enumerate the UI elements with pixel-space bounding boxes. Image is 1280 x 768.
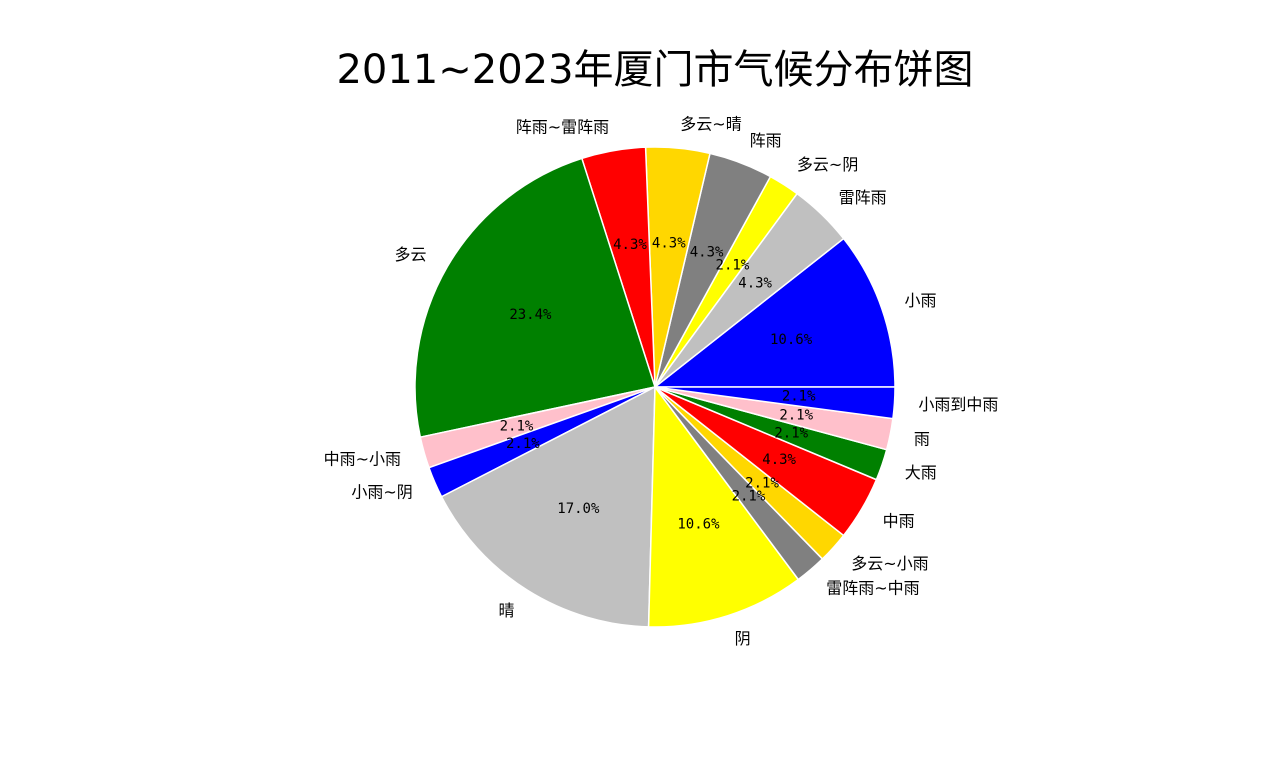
pie-slice xyxy=(654,386,896,420)
pie-percent-label: 4.3% xyxy=(762,452,796,468)
pie-percent-label: 2.1% xyxy=(745,475,779,491)
pie-percent-label: 2.1% xyxy=(506,436,540,452)
pie-percent-label: 17.0% xyxy=(557,501,600,517)
pie-slice-label: 中雨 xyxy=(883,511,915,530)
pie-percent-label: 4.3% xyxy=(652,236,686,252)
pie-percent-label: 2.1% xyxy=(779,407,813,423)
pie-slice-label: 阵雨~雷阵雨 xyxy=(516,118,609,137)
pie-percent-label: 4.3% xyxy=(613,237,647,253)
pie-percent-label: 2.1% xyxy=(774,426,808,442)
pie-slice-label: 多云 xyxy=(395,245,427,264)
pie-slice-label: 晴 xyxy=(498,601,514,620)
pie-slice-label: 雷阵雨~中雨 xyxy=(826,578,919,597)
pie-percent-label: 2.1% xyxy=(732,489,766,505)
pie-slice xyxy=(647,386,800,628)
pie-slice-label: 大雨 xyxy=(905,463,937,482)
pie-percent-label: 10.6% xyxy=(677,516,720,532)
pie-slice-label: 雨 xyxy=(914,429,930,448)
pie-slice-label: 中雨~小雨 xyxy=(324,450,401,469)
pie-slice xyxy=(654,237,896,388)
pie-slice-label: 阵雨 xyxy=(750,131,782,150)
pie-percent-label: 2.1% xyxy=(716,258,750,274)
pie-percent-label: 4.3% xyxy=(690,245,724,261)
pie-percent-label: 10.6% xyxy=(770,332,813,348)
pie-slice xyxy=(440,386,656,628)
pie-slice-label: 小雨 xyxy=(904,291,936,310)
pie-slice-label: 雷阵雨 xyxy=(839,188,887,207)
pie-slice-label: 小雨~阴 xyxy=(351,482,412,501)
pie-slices xyxy=(414,146,896,628)
pie-slice-label: 多云~晴 xyxy=(680,115,741,134)
chart-title: 2011~2023年厦门市气候分布饼图 xyxy=(336,47,973,93)
pie-slice-label: 多云~小雨 xyxy=(851,554,928,573)
pie-percent-labels: 10.6%4.3%2.1%4.3%4.3%4.3%23.4%2.1%2.1%17… xyxy=(500,236,816,533)
pie-slice-label: 多云~阴 xyxy=(797,155,858,174)
pie-percent-label: 23.4% xyxy=(509,307,552,323)
pie-percent-label: 2.1% xyxy=(782,389,816,405)
pie-slice xyxy=(414,157,656,438)
pie-slice-label: 小雨到中雨 xyxy=(918,395,998,414)
pie-percent-label: 2.1% xyxy=(500,418,534,434)
pie-percent-label: 4.3% xyxy=(738,276,772,292)
pie-slice-label: 阴 xyxy=(735,629,751,648)
